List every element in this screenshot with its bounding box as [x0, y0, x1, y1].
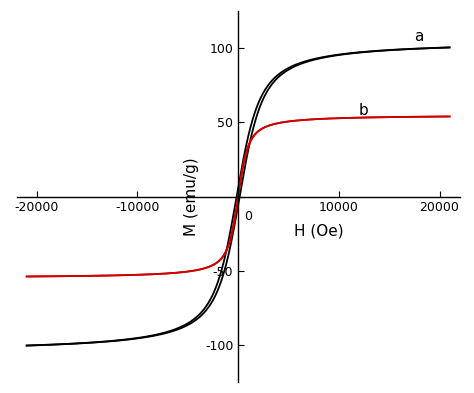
Text: H (Oe): H (Oe): [293, 223, 343, 238]
Text: a: a: [414, 29, 424, 44]
Y-axis label: M (emu/g): M (emu/g): [184, 157, 200, 236]
Text: b: b: [359, 103, 369, 118]
Text: 0: 0: [244, 210, 252, 223]
